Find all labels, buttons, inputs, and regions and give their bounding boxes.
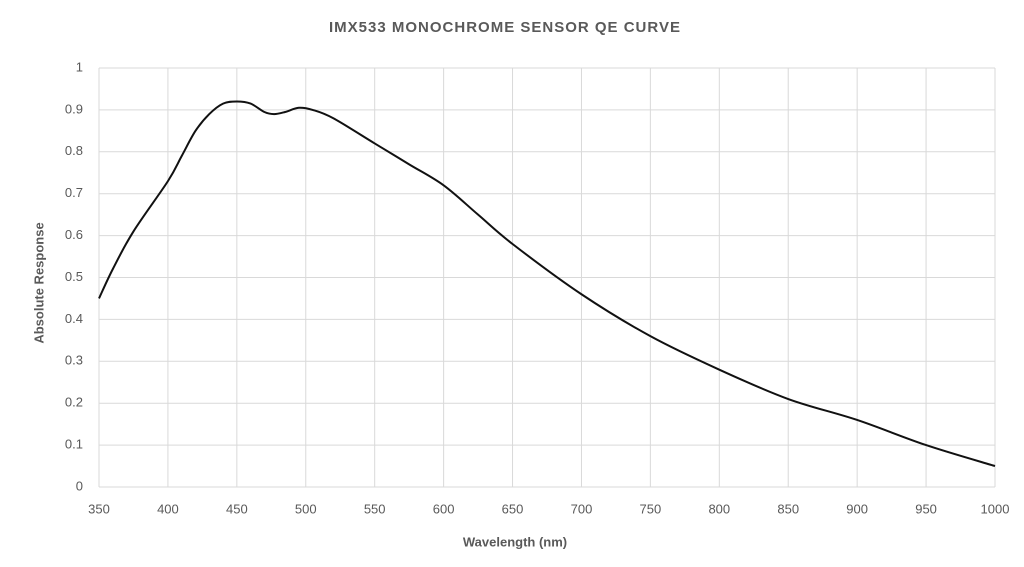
x-tick-label: 450	[226, 501, 248, 516]
x-tick-label: 600	[433, 501, 455, 516]
x-tick-label: 700	[571, 501, 593, 516]
x-tick-label: 650	[502, 501, 524, 516]
x-tick-label: 900	[846, 501, 868, 516]
y-tick-label: 0.3	[65, 353, 83, 368]
x-tick-label: 750	[640, 501, 662, 516]
x-tick-label: 500	[295, 501, 317, 516]
y-tick-label: 0.8	[65, 143, 83, 158]
x-tick-label: 400	[157, 501, 179, 516]
x-tick-label: 850	[777, 501, 799, 516]
y-axis-title: Absolute Response	[31, 222, 46, 343]
y-tick-label: 0.4	[65, 311, 83, 326]
x-tick-label: 550	[364, 501, 386, 516]
y-tick-label: 0.5	[65, 269, 83, 284]
x-tick-label: 800	[708, 501, 730, 516]
y-tick-label: 0.1	[65, 437, 83, 452]
x-tick-label: 1000	[981, 501, 1010, 516]
y-tick-label: 1	[76, 59, 83, 74]
y-tick-label: 0.2	[65, 395, 83, 410]
chart-title: IMX533 MONOCHROME SENSOR QE CURVE	[329, 19, 681, 36]
data-line	[98, 100, 996, 468]
y-tick-label: 0	[76, 478, 83, 493]
x-axis-title: Wavelength (nm)	[463, 534, 567, 549]
y-tick-label: 0.7	[65, 185, 83, 200]
y-tick-label: 0.9	[65, 101, 83, 116]
x-tick-label: 350	[88, 501, 110, 516]
y-tick-label: 0.6	[65, 227, 83, 242]
x-tick-label: 950	[915, 501, 937, 516]
